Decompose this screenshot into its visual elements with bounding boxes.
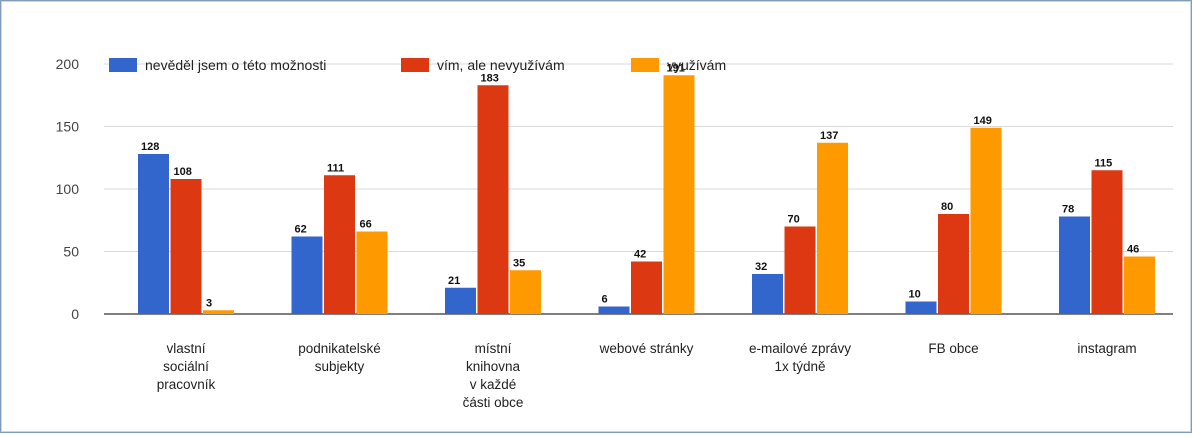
x-axis-categories: vlastní sociální pracovník podnikatelské sub… <box>157 341 1137 410</box>
bar <box>356 231 388 314</box>
legend-swatch <box>109 58 137 72</box>
data-label: 62 <box>295 224 307 236</box>
bar <box>138 154 169 314</box>
legend-label: využívám <box>667 57 726 73</box>
x-category-label: e-mailové zprávy 1x týdně <box>749 341 851 374</box>
data-label: 6 <box>602 294 608 306</box>
data-label: 3 <box>206 297 212 309</box>
y-tick-label: 200 <box>56 56 80 72</box>
data-label: 10 <box>909 289 921 301</box>
bar <box>1124 256 1155 314</box>
data-label: 137 <box>820 130 838 142</box>
bar <box>970 127 1002 314</box>
x-category-label: webové stránky <box>599 341 694 356</box>
bar <box>1091 170 1123 314</box>
data-label: 111 <box>327 162 344 174</box>
bar <box>203 310 234 314</box>
legend-label: nevěděl jsem o této možnosti <box>145 57 326 73</box>
bar <box>817 142 848 314</box>
x-category-label: instagram <box>1077 341 1136 356</box>
legend-swatch <box>631 58 659 72</box>
bar <box>631 261 662 314</box>
x-category-label: vlastní sociální pracovník <box>157 341 216 392</box>
data-label: 66 <box>360 219 372 231</box>
bar <box>477 85 509 314</box>
data-label: 183 <box>481 72 499 84</box>
bar <box>663 75 695 314</box>
data-label: 78 <box>1062 204 1074 216</box>
y-tick-label: 0 <box>71 306 79 322</box>
data-labels: 128 62 21 6 32 10 78 108 111 183 42 70 80 115 3 66 35 191… <box>141 62 1139 309</box>
data-label: 42 <box>634 249 646 261</box>
bar <box>170 179 202 314</box>
legend: nevěděl jsem o této možnosti vím, ale nev… <box>109 57 726 73</box>
data-label: 32 <box>755 261 767 273</box>
legend-swatch <box>401 58 429 72</box>
x-category-label: FB obce <box>928 341 978 356</box>
y-tick-label: 150 <box>56 119 80 135</box>
data-label: 128 <box>141 141 159 153</box>
y-axis-ticks: 0 50 100 150 200 <box>56 56 80 322</box>
data-label: 108 <box>174 166 192 178</box>
data-label: 70 <box>788 214 800 226</box>
y-tick-label: 100 <box>56 181 80 197</box>
bar <box>752 274 783 314</box>
bar <box>598 306 630 314</box>
bar <box>445 287 476 314</box>
x-category-label: podnikatelské subjekty <box>298 341 381 374</box>
bar <box>938 214 969 314</box>
legend-label: vím, ale nevyužívám <box>437 57 565 73</box>
bars <box>138 75 1155 314</box>
x-category-label: místní knihovna v každé části obce <box>463 341 524 410</box>
data-label: 149 <box>974 115 992 127</box>
bar <box>324 175 355 314</box>
bar <box>510 270 541 314</box>
bar <box>291 236 323 314</box>
bar <box>784 226 816 314</box>
data-label: 21 <box>448 275 460 287</box>
data-label: 115 <box>1095 157 1113 169</box>
data-label: 80 <box>941 201 953 213</box>
data-label: 35 <box>513 257 525 269</box>
bar <box>905 301 937 314</box>
y-tick-label: 50 <box>63 244 79 260</box>
data-label: 191 <box>667 62 685 74</box>
bar <box>1059 216 1090 314</box>
data-label: 46 <box>1127 244 1139 256</box>
